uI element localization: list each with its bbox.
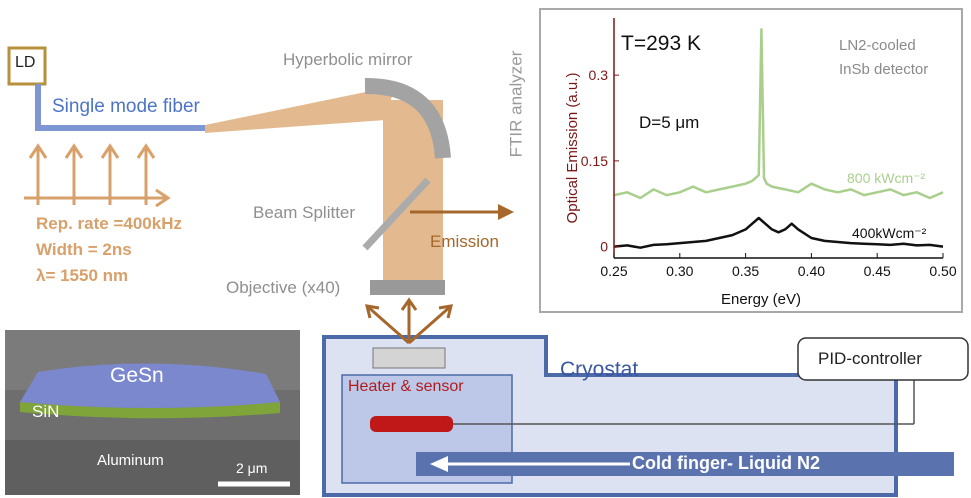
objective-lens — [370, 280, 445, 295]
cold-finger-arrow-head — [430, 456, 448, 472]
axis-layer: 0.25 0.30 0.35 0.40 0.45 0.50 0 0.15 0.3 — [581, 18, 957, 279]
sin-layer — [20, 402, 280, 419]
cold-finger-label: Cold finger- Liquid N2 — [632, 453, 820, 473]
ld-label: LD — [15, 54, 36, 71]
fiber-beam — [205, 86, 395, 133]
splitter-label: Beam Splitter — [253, 203, 356, 222]
plot-title: T=293 K — [621, 32, 701, 55]
mirror-label: Hyperbolic mirror — [283, 50, 413, 69]
x-tick-label: 0.40 — [798, 263, 825, 279]
series-label-800: 800 kWcm⁻² — [847, 170, 926, 186]
sem-image — [5, 330, 300, 495]
y-tick-label: 0.3 — [589, 67, 609, 83]
pid-controller-box — [797, 337, 969, 381]
scale-bar-label: 2 μm — [236, 460, 268, 476]
sample-holder — [372, 347, 446, 369]
heater-element — [370, 416, 453, 432]
single-mode-fiber — [35, 84, 205, 131]
collection-arrows — [364, 297, 454, 345]
y-axis-label: Optical Emission (a.u.) — [564, 73, 581, 224]
series-line-400 — [613, 216, 944, 249]
emission-label: Emission — [430, 232, 499, 251]
pid-label: PID-controller — [818, 349, 922, 368]
plot-subtitle: D=5 μm — [639, 113, 699, 132]
hyperbolic-mirror — [364, 77, 451, 159]
detector-note-2: InSb detector — [839, 61, 928, 78]
aluminum-label: Aluminum — [97, 452, 164, 469]
fiber-label: Single mode fiber — [52, 96, 200, 117]
series-label-400: 400kWcm⁻² — [852, 225, 927, 241]
plot-frame — [539, 8, 963, 313]
x-tick-label: 0.50 — [929, 263, 956, 279]
sin-label: SiN — [32, 402, 60, 421]
pulse-width-label: Width = 2ns — [36, 240, 132, 259]
gesn-label: GeSn — [110, 364, 164, 387]
emission-spectrum-plot: 0.25 0.30 0.35 0.40 0.45 0.50 0 0.15 0.3 T=293 K… — [539, 8, 963, 313]
x-axis-label: Energy (eV) — [721, 291, 801, 308]
y-tick-label: 0.15 — [581, 153, 608, 169]
ftir-label: FTIR analyzer — [506, 50, 526, 158]
x-tick-label: 0.35 — [732, 263, 759, 279]
laser-diode-box — [7, 46, 47, 86]
series-line-800 — [613, 28, 944, 200]
x-tick-label: 0.45 — [864, 263, 891, 279]
x-tick-label: 0.25 — [600, 263, 627, 279]
heater-label: Heater & sensor — [348, 378, 464, 395]
pulse-train-arrows — [24, 143, 171, 208]
objective-label: Objective (x40) — [226, 278, 341, 297]
x-tick-label: 0.30 — [666, 263, 693, 279]
y-tick-label: 0 — [600, 239, 608, 255]
series-layer — [613, 28, 944, 249]
rep-rate-label: Rep. rate =400kHz — [36, 214, 182, 233]
wavelength-label: λ= 1550 nm — [36, 266, 129, 285]
cryostat-label: Cryostat — [560, 358, 639, 381]
gesn-layer — [20, 363, 280, 408]
detector-note-1: LN2-cooled — [839, 37, 916, 54]
emission-arrow-head — [498, 204, 514, 220]
beam-splitter — [362, 177, 431, 251]
